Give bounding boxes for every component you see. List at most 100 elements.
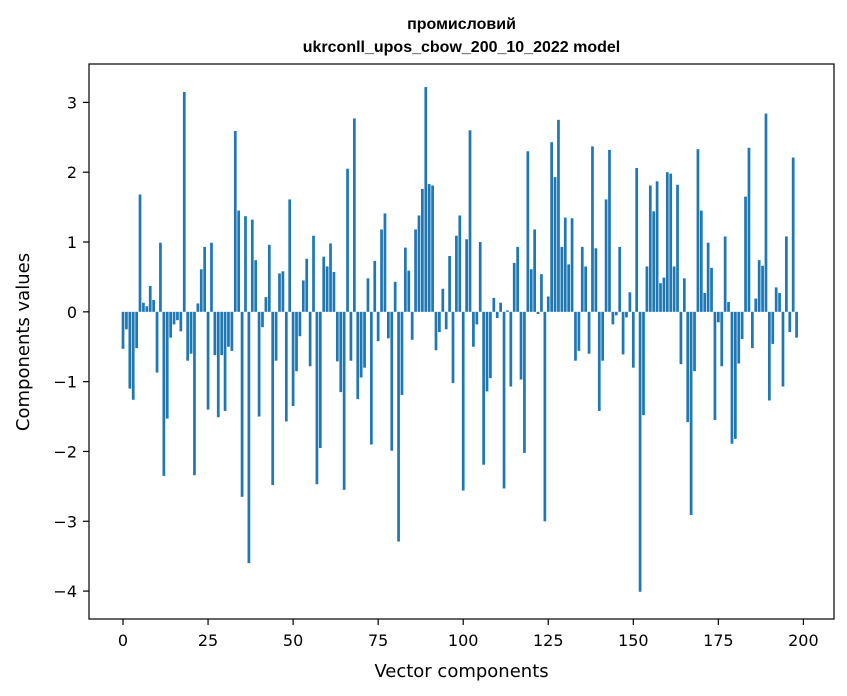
- bar-154: [645, 266, 649, 312]
- bar-155: [648, 185, 652, 312]
- bar-40: [257, 311, 261, 417]
- bar-146: [618, 246, 622, 312]
- bar-0: [121, 311, 125, 349]
- bar-124: [543, 311, 547, 522]
- bar-145: [614, 311, 618, 316]
- bar-168: [693, 311, 696, 372]
- bar-16: [176, 311, 179, 321]
- bar-54: [305, 258, 309, 312]
- bar-42: [264, 297, 268, 312]
- bar-4: [135, 311, 138, 349]
- bar-144: [611, 311, 615, 325]
- bar-82: [400, 311, 404, 395]
- bar-142: [604, 199, 608, 312]
- bar-74: [373, 260, 377, 312]
- chart-title-line1: промисловий: [407, 16, 516, 33]
- bar-129: [560, 246, 564, 312]
- bar-47: [281, 271, 285, 312]
- bar-108: [489, 311, 492, 379]
- bar-69: [356, 311, 360, 400]
- bar-182: [740, 311, 744, 340]
- bar-125: [546, 296, 550, 312]
- bar-9: [152, 299, 155, 312]
- bar-44: [271, 311, 275, 485]
- bar-148: [625, 311, 628, 318]
- x-tick-label: 125: [533, 631, 564, 650]
- bar-41: [261, 311, 264, 328]
- bar-153: [642, 311, 645, 416]
- bar-29: [220, 311, 224, 356]
- bar-172: [706, 242, 710, 312]
- bar-51: [295, 311, 298, 372]
- bar-104: [475, 311, 479, 325]
- bar-58: [318, 311, 322, 448]
- bar-27: [213, 311, 217, 356]
- bar-24: [203, 246, 207, 312]
- bar-78: [387, 311, 390, 339]
- bar-116: [516, 246, 519, 312]
- bar-156: [652, 211, 656, 312]
- bar-28: [216, 311, 220, 418]
- bar-45: [274, 311, 278, 361]
- bar-48: [284, 311, 288, 422]
- bar-140: [597, 311, 601, 411]
- bar-128: [557, 119, 560, 312]
- bar-101: [465, 239, 468, 312]
- bar-18: [182, 91, 186, 312]
- bar-15: [172, 311, 176, 325]
- bar-7: [145, 306, 149, 312]
- bar-71: [363, 311, 366, 368]
- bar-149: [628, 292, 632, 312]
- x-tick-label: 75: [368, 631, 388, 650]
- bar-98: [455, 235, 458, 312]
- bar-174: [713, 311, 717, 421]
- bar-14: [169, 311, 173, 338]
- bar-61: [329, 243, 332, 312]
- bar-103: [472, 311, 475, 347]
- bar-33: [233, 131, 237, 312]
- y-tick-label: 1: [67, 233, 77, 252]
- bar-99: [458, 215, 462, 312]
- bar-131: [567, 264, 571, 312]
- bar-106: [482, 311, 485, 465]
- bar-32: [230, 311, 234, 351]
- bar-30: [223, 311, 227, 411]
- bar-92: [434, 311, 438, 351]
- bar-188: [761, 265, 764, 312]
- bar-117: [519, 311, 523, 380]
- bar-83: [404, 247, 407, 312]
- bar-119: [526, 151, 530, 312]
- bar-114: [509, 311, 513, 387]
- y-tick-label: −4: [53, 582, 77, 601]
- bar-6: [142, 302, 145, 312]
- bar-112: [502, 311, 506, 489]
- bar-166: [686, 311, 690, 423]
- bar-75: [376, 311, 380, 342]
- bar-59: [322, 256, 326, 312]
- bar-132: [570, 218, 574, 312]
- bar-138: [591, 146, 594, 312]
- x-tick-label: 100: [448, 631, 479, 650]
- bar-183: [744, 196, 747, 312]
- x-tick-label: 0: [118, 631, 128, 650]
- bar-34: [237, 210, 241, 312]
- bar-186: [754, 298, 758, 312]
- bar-19: [186, 311, 190, 361]
- bar-66: [346, 168, 349, 312]
- bar-141: [601, 311, 605, 361]
- y-tick-label: 2: [67, 163, 77, 182]
- bar-86: [414, 229, 417, 312]
- x-tick-label: 25: [198, 631, 218, 650]
- bar-81: [397, 311, 400, 542]
- bar-91: [431, 185, 434, 312]
- bar-series: [121, 87, 798, 592]
- bar-147: [621, 311, 625, 355]
- bar-36: [244, 216, 247, 312]
- bar-12: [162, 311, 166, 476]
- bar-85: [410, 311, 414, 340]
- x-tick-label: 50: [283, 631, 303, 650]
- bar-121: [533, 229, 536, 312]
- bar-158: [659, 283, 662, 312]
- bar-134: [577, 311, 581, 351]
- bar-115: [512, 262, 516, 312]
